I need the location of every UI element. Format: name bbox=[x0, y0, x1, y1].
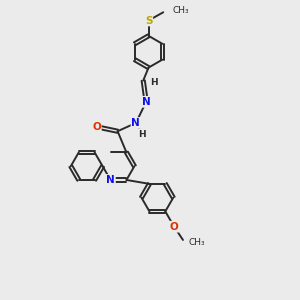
Text: O: O bbox=[92, 122, 101, 132]
Text: CH₃: CH₃ bbox=[189, 238, 206, 247]
Text: N: N bbox=[142, 97, 151, 107]
Text: O: O bbox=[170, 222, 178, 232]
Text: N: N bbox=[106, 175, 115, 185]
Text: H: H bbox=[150, 78, 157, 87]
Text: H: H bbox=[139, 130, 146, 139]
Text: S: S bbox=[145, 16, 152, 26]
Text: CH₃: CH₃ bbox=[173, 6, 189, 15]
Text: N: N bbox=[131, 118, 140, 128]
